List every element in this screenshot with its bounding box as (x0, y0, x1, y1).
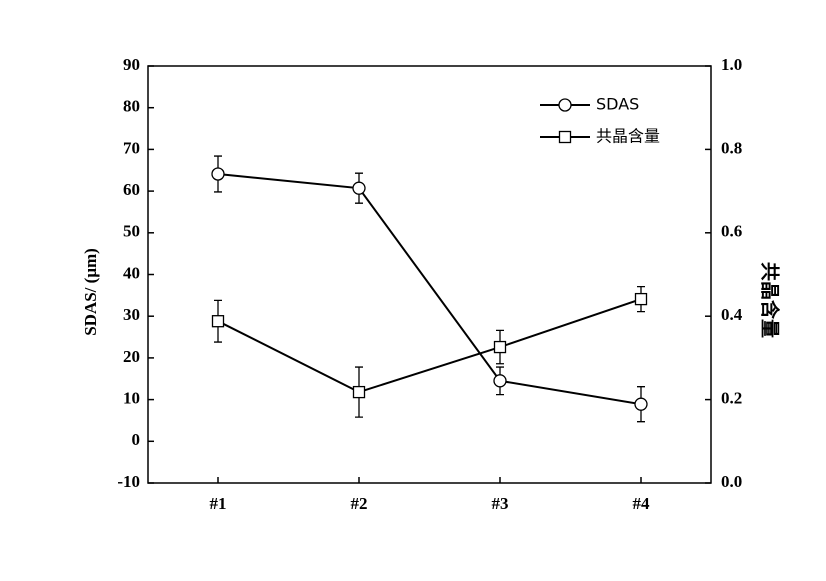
y-tick-label: 10 (123, 389, 140, 408)
legend-label: SDAS (596, 95, 639, 114)
y-tick-label: -10 (117, 472, 140, 491)
y-tick-label: 80 (123, 97, 140, 116)
marker (352, 181, 366, 195)
y-tick-label: 20 (123, 347, 140, 366)
series-line (217, 298, 642, 394)
marker (634, 397, 648, 411)
y2-tick-label: 1.0 (721, 55, 742, 74)
marker (352, 385, 366, 399)
y-tick-label: 90 (123, 55, 140, 74)
marker (558, 130, 572, 144)
x-tick-label: #3 (492, 494, 509, 513)
y2-tick-label: 0.2 (721, 389, 742, 408)
y-tick-label: 60 (123, 180, 140, 199)
marker (634, 292, 648, 306)
y-tick-label: 0 (132, 430, 141, 449)
marker (493, 374, 507, 388)
y-tick-label: 50 (123, 222, 140, 241)
marker (211, 315, 225, 328)
x-tick-label: #4 (633, 494, 651, 513)
y2-tick-label: 0.4 (721, 305, 743, 324)
y-tick-label: 40 (123, 263, 140, 282)
marker (493, 340, 507, 354)
x-tick-label: #1 (210, 494, 227, 513)
marker (558, 98, 572, 112)
y2-tick-label: 0.6 (721, 222, 742, 241)
x-tick-label: #2 (351, 494, 368, 513)
y2-tick-label: 0.8 (721, 138, 742, 157)
series-line (217, 173, 642, 406)
y2-tick-label: 0.0 (721, 472, 742, 491)
marker (211, 167, 225, 181)
legend-label: 共晶含量 (596, 127, 660, 146)
y-tick-label: 30 (123, 305, 140, 324)
y-axis-label: SDAS/ (μm) (81, 248, 100, 336)
y-tick-label: 70 (123, 138, 140, 157)
y2-axis-label: 共晶含量 (759, 262, 782, 338)
